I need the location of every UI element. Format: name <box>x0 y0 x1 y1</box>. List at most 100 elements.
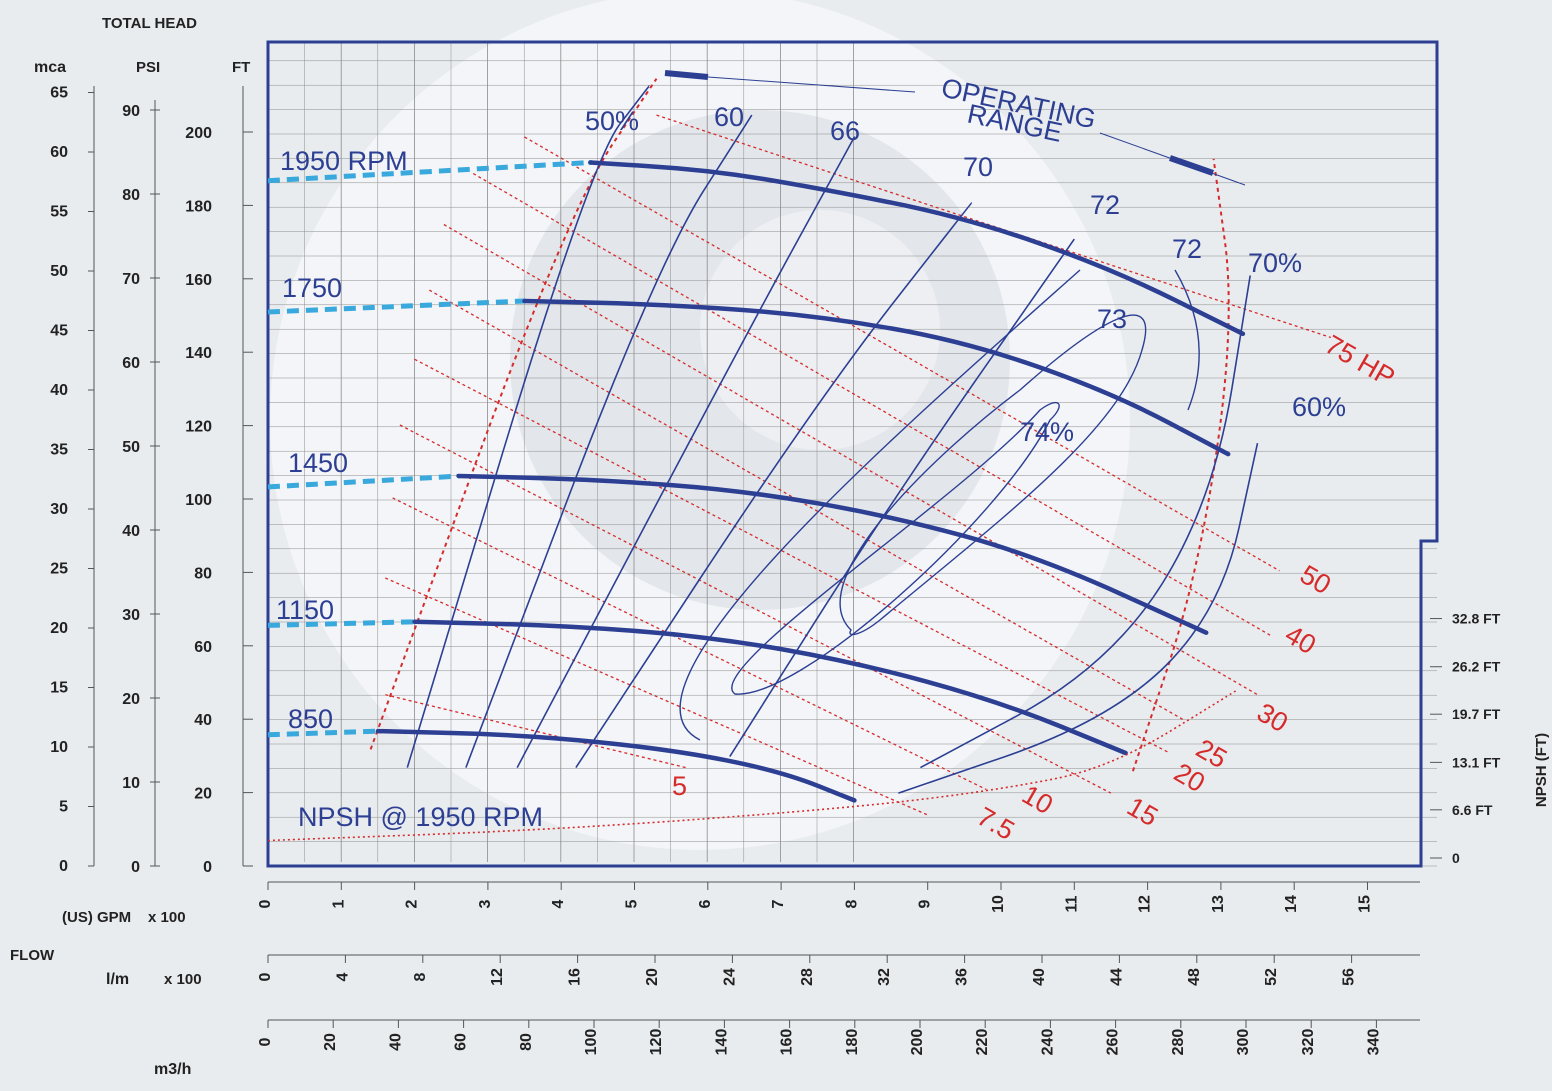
mca-tick-label: 65 <box>50 85 68 102</box>
gpm-tick-label: 3 <box>477 899 494 908</box>
speed-label: 850 <box>288 704 333 734</box>
hp-line-7.5 <box>385 577 928 816</box>
ft-tick-label: 20 <box>194 786 212 803</box>
hp-line-25 <box>428 289 1185 721</box>
mca-tick-label: 10 <box>50 739 68 756</box>
mca-tick-label: 50 <box>50 263 68 280</box>
gpm-tick-label: 8 <box>843 899 860 908</box>
ft-tick-label: 40 <box>194 712 212 729</box>
psi-tick-label: 10 <box>122 775 140 792</box>
efficiency-label: 72 <box>1090 190 1120 220</box>
speed-curve-dashed-0 <box>267 160 594 184</box>
lpm-tick-label: 52 <box>1263 968 1280 986</box>
efficiency-line <box>575 201 973 769</box>
lpm-tick-label: 4 <box>334 972 351 981</box>
psi-tick-label: 50 <box>122 439 140 456</box>
efficiency-contour-70 <box>679 269 1081 741</box>
lpm-tick-label: 44 <box>1108 968 1125 986</box>
speed-curve-3 <box>412 619 1128 756</box>
speed-curve-1 <box>522 298 1231 457</box>
m3h-axis-label: m3/h <box>154 1061 191 1078</box>
m3h-tick-label: 60 <box>453 1033 470 1051</box>
psi-tick-label: 60 <box>122 355 140 372</box>
mca-axis-label: mca <box>34 59 66 76</box>
plot-frame <box>266 40 1439 868</box>
gpm-tick-label: 1 <box>330 899 347 908</box>
m3h-tick-label: 40 <box>387 1033 404 1051</box>
gpm-tick-label: 4 <box>550 899 567 908</box>
m3h-tick-label: 140 <box>713 1029 730 1056</box>
lpm-tick-label: 28 <box>799 968 816 986</box>
gpm-tick-label: 12 <box>1137 895 1154 913</box>
efficiency-label: 70% <box>1248 248 1302 278</box>
hp-line-20 <box>414 358 1170 754</box>
ft-tick-label: 200 <box>185 125 212 142</box>
m3h-tick-label: 300 <box>1235 1029 1252 1056</box>
efficiency-label: 50% <box>585 106 639 136</box>
psi-tick-label: 40 <box>122 523 140 540</box>
npsh-tick-label: 0 <box>1452 850 1460 866</box>
mca-tick-label: 30 <box>50 501 68 518</box>
efficiency-contour-label: 73 <box>1097 304 1127 334</box>
speed-curve-0 <box>588 160 1246 337</box>
mca-tick-label: 35 <box>50 442 68 459</box>
mca-tick-label: 55 <box>50 204 68 221</box>
lpm-tick-label: 8 <box>412 972 429 981</box>
lpm-tick-label: 12 <box>489 968 506 986</box>
operating-range-right <box>1131 158 1230 772</box>
mca-tick-label: 45 <box>50 323 68 340</box>
gpm-tick-label: 13 <box>1210 895 1227 913</box>
npsh-tick-label: 32.8 FT <box>1452 611 1501 627</box>
efficiency-label: 66 <box>830 116 860 146</box>
m3h-tick-label: 80 <box>518 1033 535 1051</box>
efficiency-label: 60% <box>1292 392 1346 422</box>
gpm-tick-label: 6 <box>697 899 714 908</box>
gpm-tick-label: 9 <box>917 899 934 908</box>
operating-range-leader <box>707 76 916 93</box>
psi-tick-label: 0 <box>131 859 140 876</box>
operating-range-left <box>369 78 658 750</box>
mca-tick-label: 60 <box>50 144 68 161</box>
efficiency-contour-72 <box>1174 269 1200 411</box>
mca-tick-label: 0 <box>59 858 68 875</box>
ft-tick-label: 60 <box>194 639 212 656</box>
gpm-tick-label: 10 <box>990 895 1007 913</box>
psi-tick-label: 30 <box>122 607 140 624</box>
mca-tick-label: 20 <box>50 620 68 637</box>
lpm-tick-label: 20 <box>644 968 661 986</box>
ft-axis-label: FT <box>232 59 250 76</box>
m3h-tick-label: 120 <box>648 1029 665 1056</box>
ft-tick-label: 0 <box>203 859 212 876</box>
m3h-tick-label: 220 <box>974 1029 991 1056</box>
psi-tick-label: 90 <box>122 103 140 120</box>
gpm-tick-label: 7 <box>770 899 787 908</box>
ft-tick-label: 160 <box>185 272 212 289</box>
efficiency-line <box>516 136 856 768</box>
efficiency-line <box>897 443 1259 794</box>
operating-range-leader <box>1099 132 1246 186</box>
npsh-axis-label: NPSH (FT) <box>1533 733 1550 807</box>
hp-line-10 <box>392 497 987 791</box>
m3h-tick-label: 100 <box>583 1029 600 1056</box>
m3h-tick-label: 20 <box>322 1033 339 1051</box>
m3h-tick-label: 180 <box>844 1029 861 1056</box>
efficiency-label: 70 <box>963 152 993 182</box>
m3h-tick-label: 240 <box>1039 1029 1056 1056</box>
gpm-tick-label: 11 <box>1063 895 1080 912</box>
m3h-tick-label: 260 <box>1105 1029 1122 1056</box>
npsh-tick-label: 26.2 FT <box>1452 659 1501 675</box>
lpm-tick-label: 56 <box>1341 968 1358 986</box>
speed-label: 1750 <box>282 273 342 303</box>
m3h-tick-label: 0 <box>257 1037 274 1046</box>
m3h-tick-label: 320 <box>1300 1029 1317 1056</box>
hp-line-50 <box>524 136 1280 572</box>
lpm-tick-label: 40 <box>1031 968 1048 986</box>
lpm-axis-multiplier: x 100 <box>164 971 202 988</box>
m3h-tick-label: 340 <box>1365 1029 1382 1056</box>
lpm-tick-label: 16 <box>567 968 584 986</box>
total-head-label: TOTAL HEAD <box>102 15 197 32</box>
efficiency-contour-73 <box>839 314 1147 636</box>
hp-label: 5 <box>672 771 687 801</box>
speed-curve-dashed-3 <box>267 619 415 628</box>
